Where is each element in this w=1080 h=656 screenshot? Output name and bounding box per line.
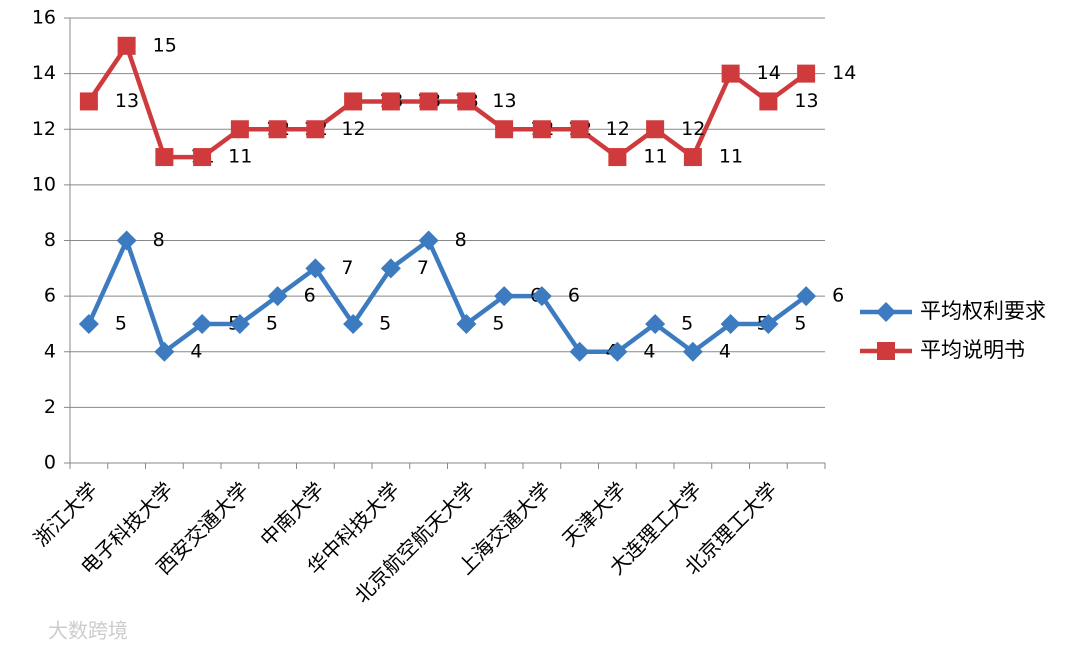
y-tick-label: 4 — [44, 340, 56, 362]
data-label: 11 — [643, 146, 667, 168]
marker — [531, 286, 552, 307]
x-tick-label: 浙江大学 — [29, 477, 103, 551]
data-label: 13 — [492, 90, 516, 112]
marker — [876, 302, 896, 322]
marker — [457, 92, 476, 111]
marker — [721, 64, 740, 83]
marker — [230, 120, 249, 139]
marker — [796, 286, 817, 307]
data-label: 12 — [606, 118, 630, 140]
marker — [344, 92, 363, 111]
marker — [419, 92, 438, 111]
marker — [758, 313, 779, 334]
marker — [116, 230, 137, 251]
data-label: 5 — [379, 312, 391, 334]
data-label: 12 — [341, 118, 365, 140]
series-line — [87, 43, 808, 160]
marker — [682, 341, 703, 362]
data-label: 15 — [153, 34, 177, 56]
marker — [381, 92, 400, 111]
y-tick-label: 12 — [32, 118, 56, 140]
marker — [418, 230, 439, 251]
y-tick-label: 14 — [32, 62, 56, 84]
marker — [569, 341, 590, 362]
marker — [380, 258, 401, 279]
marker — [608, 148, 627, 167]
marker — [267, 286, 288, 307]
marker — [456, 313, 477, 334]
marker — [645, 313, 666, 334]
x-tick-label: 天津大学 — [557, 477, 631, 551]
y-tick-label: 6 — [44, 285, 56, 307]
x-tick-label: 中南大学 — [255, 477, 329, 551]
y-tick-label: 16 — [32, 7, 56, 29]
marker — [193, 148, 212, 167]
marker — [79, 92, 98, 111]
legend-label: 平均说明书 — [920, 338, 1025, 362]
marker — [877, 342, 895, 360]
watermark: 大数跨境 — [48, 619, 128, 643]
marker — [305, 258, 326, 279]
marker — [646, 120, 665, 139]
data-label: 7 — [417, 257, 429, 279]
marker — [155, 148, 174, 167]
y-tick-label: 8 — [44, 229, 56, 251]
data-label: 4 — [643, 340, 655, 362]
marker — [683, 148, 702, 167]
data-label: 12 — [681, 118, 705, 140]
marker — [570, 120, 589, 139]
marker — [229, 313, 250, 334]
data-label: 6 — [304, 285, 316, 307]
data-label: 11 — [228, 146, 252, 168]
data-label: 11 — [719, 146, 743, 168]
y-tick-label: 0 — [44, 452, 56, 474]
marker — [759, 92, 778, 111]
marker — [268, 120, 287, 139]
data-label: 8 — [153, 229, 165, 251]
data-label: 6 — [568, 285, 580, 307]
data-label: 13 — [794, 90, 818, 112]
marker — [720, 313, 741, 334]
marker — [532, 120, 551, 139]
marker — [306, 120, 325, 139]
marker — [494, 286, 515, 307]
data-label: 4 — [190, 340, 202, 362]
marker — [117, 36, 136, 55]
legend-label: 平均权利要求 — [920, 299, 1046, 323]
marker — [78, 313, 99, 334]
data-label: 5 — [681, 312, 693, 334]
data-label: 6 — [832, 285, 844, 307]
data-label: 5 — [266, 312, 278, 334]
data-label: 8 — [455, 229, 467, 251]
data-label: 5 — [492, 312, 504, 334]
data-label: 14 — [832, 62, 856, 84]
marker — [154, 341, 175, 362]
y-tick-label: 10 — [32, 173, 56, 195]
data-label: 4 — [719, 340, 731, 362]
data-label: 5 — [794, 312, 806, 334]
data-label: 13 — [115, 90, 139, 112]
marker — [797, 64, 816, 83]
marker — [607, 341, 628, 362]
marker — [495, 120, 514, 139]
y-tick-label: 2 — [44, 396, 56, 418]
data-label: 7 — [341, 257, 353, 279]
data-label: 14 — [757, 62, 781, 84]
marker — [192, 313, 213, 334]
data-label: 5 — [115, 312, 127, 334]
marker — [343, 313, 364, 334]
